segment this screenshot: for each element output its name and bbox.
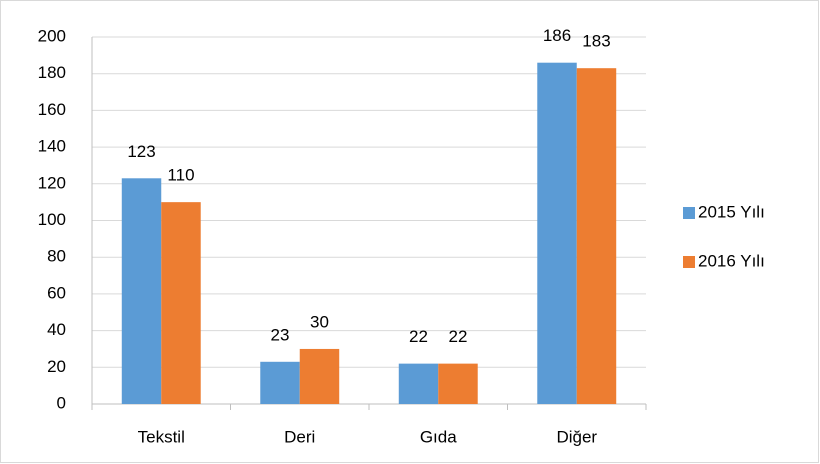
bar [161, 202, 201, 404]
data-label: 183 [582, 32, 610, 51]
y-tick-label: 40 [47, 320, 66, 339]
legend-swatch [683, 256, 695, 268]
x-tick-label: Deri [284, 427, 315, 446]
y-tick-label: 100 [38, 210, 66, 229]
bar [576, 68, 617, 404]
bar [398, 363, 439, 404]
data-label: 30 [310, 312, 329, 331]
y-tick-label: 60 [47, 283, 66, 302]
data-label: 123 [127, 142, 155, 161]
bar [121, 178, 162, 404]
data-label: 110 [167, 166, 194, 185]
bar [438, 363, 478, 404]
y-tick-label: 80 [47, 247, 66, 266]
y-tick-label: 160 [38, 100, 66, 119]
bar [260, 361, 300, 404]
data-label: 22 [449, 327, 468, 346]
y-tick-label: 120 [38, 173, 66, 192]
y-tick-label: 180 [38, 63, 66, 82]
legend-swatch [683, 207, 695, 219]
data-label: 22 [409, 327, 428, 346]
y-tick-label: 140 [38, 137, 66, 156]
bar [537, 62, 577, 404]
x-tick-label: Tekstil [138, 427, 185, 446]
data-label: 23 [271, 325, 290, 344]
y-tick-label: 20 [47, 357, 66, 376]
bar [299, 348, 340, 404]
y-tick-label: 0 [57, 393, 66, 412]
y-tick-label: 200 [38, 26, 66, 45]
legend-label: 2015 Yılı [698, 202, 765, 221]
x-tick-label: Diğer [556, 427, 597, 446]
legend-label: 2016 Yılı [698, 251, 765, 270]
x-tick-label: Gıda [420, 427, 457, 446]
data-label: 186 [543, 26, 571, 45]
